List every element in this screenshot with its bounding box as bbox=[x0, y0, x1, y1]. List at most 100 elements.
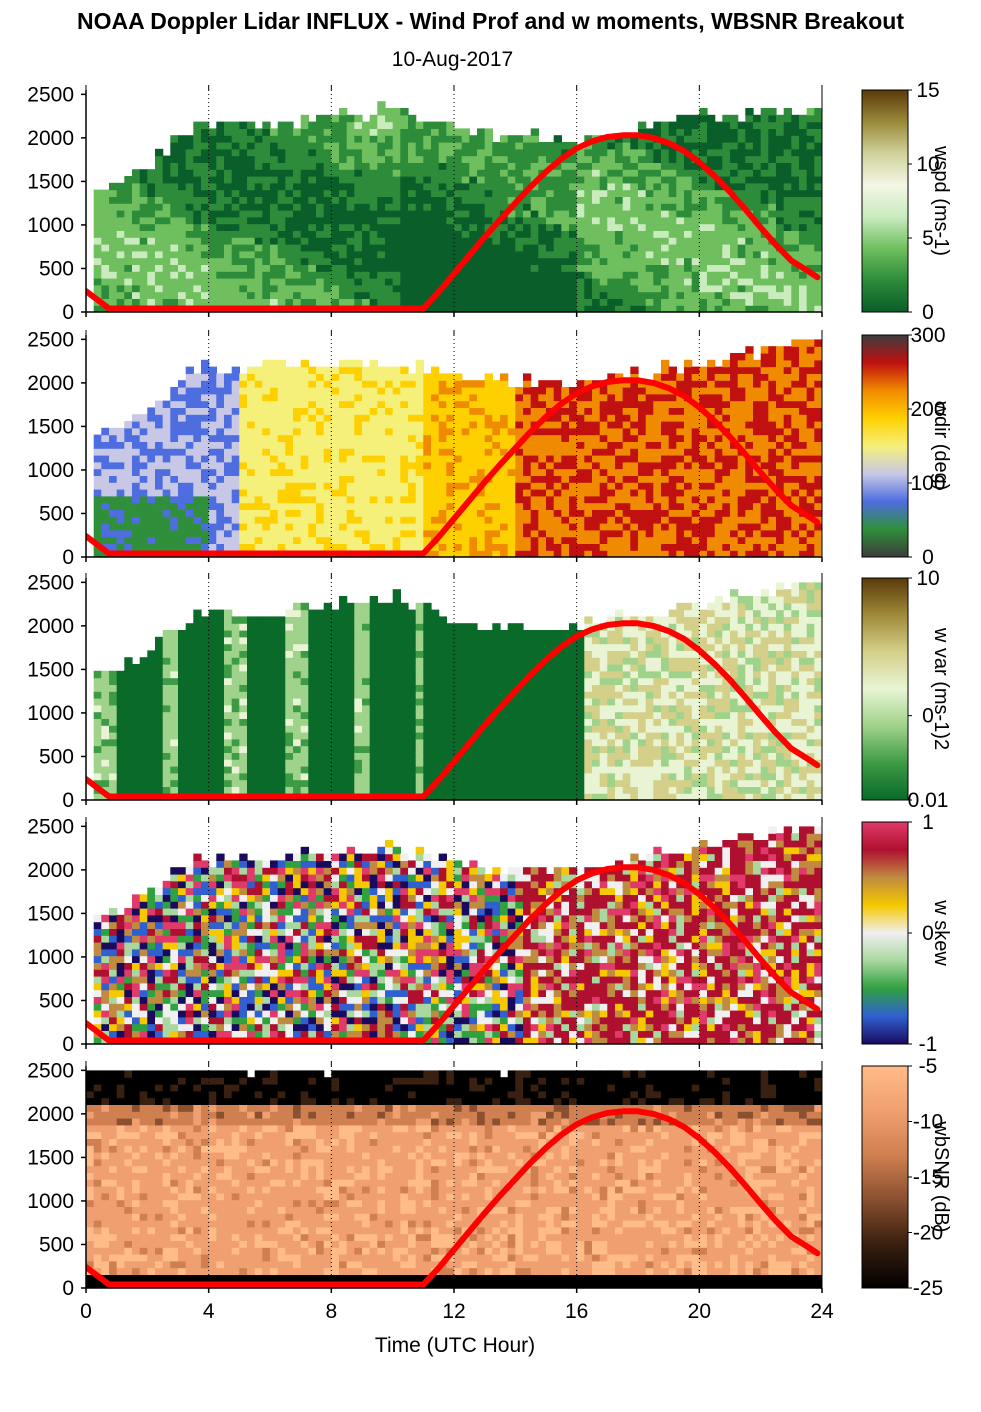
heatmap-cell bbox=[193, 155, 202, 163]
heatmap-cell bbox=[293, 489, 302, 497]
heatmap-cell bbox=[400, 373, 409, 381]
heatmap-cell bbox=[231, 523, 240, 531]
heatmap-cell bbox=[546, 400, 555, 408]
heatmap-cell bbox=[392, 366, 401, 374]
heatmap-cell bbox=[323, 373, 332, 381]
heatmap-cell bbox=[400, 237, 409, 245]
heatmap-cell bbox=[147, 475, 156, 483]
heatmap-cell bbox=[638, 455, 647, 463]
heatmap-cell bbox=[584, 210, 593, 218]
heatmap-cell bbox=[722, 135, 731, 143]
heatmap-cell bbox=[484, 543, 493, 551]
heatmap-cell bbox=[622, 196, 631, 204]
heatmap-cell bbox=[722, 543, 731, 551]
heatmap-cell bbox=[592, 461, 601, 470]
heatmap-cell bbox=[569, 489, 578, 497]
heatmap-cell bbox=[500, 400, 509, 408]
heatmap-cell bbox=[661, 271, 670, 279]
heatmap-cell bbox=[745, 441, 754, 449]
heatmap-cell bbox=[653, 169, 662, 177]
heatmap-cell bbox=[607, 196, 616, 204]
heatmap-cell bbox=[239, 210, 248, 218]
heatmap-cell bbox=[162, 278, 171, 286]
overlay-line bbox=[86, 132, 821, 312]
heatmap-cell bbox=[354, 475, 363, 483]
heatmap-cell bbox=[722, 461, 731, 470]
heatmap-cell bbox=[170, 284, 179, 293]
heatmap-cell bbox=[523, 223, 532, 231]
heatmap-cell bbox=[193, 142, 202, 150]
heatmap-cell bbox=[684, 475, 693, 483]
heatmap-cell bbox=[676, 543, 685, 551]
heatmap-cell bbox=[346, 475, 355, 483]
heatmap-cell bbox=[300, 373, 309, 381]
heatmap-cell bbox=[400, 155, 409, 163]
heatmap-cell bbox=[507, 468, 516, 476]
heatmap-cell bbox=[553, 264, 562, 272]
heatmap-cell bbox=[116, 482, 125, 490]
heatmap-cell bbox=[109, 298, 118, 306]
heatmap-cell bbox=[216, 509, 225, 517]
heatmap-cell bbox=[346, 189, 355, 197]
heatmap-cell bbox=[584, 495, 593, 504]
heatmap-cell bbox=[500, 387, 509, 395]
heatmap-cell bbox=[270, 509, 279, 517]
heatmap-cell bbox=[699, 257, 708, 265]
heatmap-cell bbox=[515, 135, 524, 143]
heatmap-cell bbox=[546, 210, 555, 218]
heatmap-cell bbox=[162, 189, 171, 197]
heatmap-cell bbox=[201, 359, 210, 368]
heatmap-cell bbox=[285, 148, 294, 157]
heatmap-cell bbox=[622, 529, 631, 538]
heatmap-cell bbox=[392, 257, 401, 265]
heatmap-cell bbox=[814, 148, 822, 157]
heatmap-cell bbox=[760, 176, 769, 184]
heatmap-cell bbox=[308, 536, 317, 544]
heatmap-cell bbox=[538, 298, 547, 306]
heatmap-cell bbox=[170, 298, 179, 306]
heatmap-cell bbox=[530, 550, 539, 557]
heatmap-cell bbox=[760, 169, 769, 177]
heatmap-cell bbox=[760, 216, 769, 225]
heatmap-cell bbox=[484, 155, 493, 163]
heatmap-cell bbox=[500, 298, 509, 306]
heatmap-cell bbox=[385, 196, 394, 204]
heatmap-cell bbox=[737, 400, 746, 408]
heatmap-cell bbox=[799, 155, 808, 163]
heatmap-cell bbox=[247, 142, 256, 150]
heatmap-cell bbox=[262, 182, 271, 191]
heatmap-cell bbox=[139, 543, 148, 551]
heatmap-cell bbox=[224, 502, 233, 510]
heatmap-cell bbox=[461, 448, 470, 456]
heatmap-cell bbox=[392, 298, 401, 306]
heatmap-cell bbox=[155, 516, 164, 524]
heatmap-cell bbox=[730, 495, 739, 504]
heatmap-cell bbox=[607, 550, 616, 557]
heatmap-cell bbox=[538, 142, 547, 150]
heatmap-cell bbox=[707, 135, 716, 143]
heatmap-cell bbox=[661, 169, 670, 177]
heatmap-cell bbox=[362, 284, 371, 293]
heatmap-cell bbox=[561, 237, 570, 245]
heatmap-cell bbox=[791, 182, 800, 191]
heatmap-cell bbox=[454, 495, 463, 504]
heatmap-cell bbox=[446, 380, 455, 388]
heatmap-cell bbox=[423, 509, 432, 517]
heatmap-cell bbox=[615, 536, 624, 544]
heatmap-cell bbox=[806, 264, 815, 272]
heatmap-cell bbox=[668, 230, 677, 238]
heatmap-cell bbox=[454, 244, 463, 252]
heatmap-cell bbox=[377, 509, 386, 517]
heatmap-cell bbox=[500, 223, 509, 231]
heatmap-cell bbox=[760, 346, 769, 354]
heatmap-cell bbox=[231, 230, 240, 238]
heatmap-cell bbox=[607, 421, 616, 429]
heatmap-cell bbox=[783, 196, 792, 204]
heatmap-cell bbox=[392, 250, 401, 259]
heatmap-cell bbox=[339, 278, 348, 286]
heatmap-cell bbox=[139, 210, 148, 218]
heatmap-cell bbox=[546, 475, 555, 483]
heatmap-cell bbox=[277, 387, 286, 395]
heatmap-cell bbox=[431, 305, 440, 312]
heatmap-cell bbox=[630, 455, 639, 463]
